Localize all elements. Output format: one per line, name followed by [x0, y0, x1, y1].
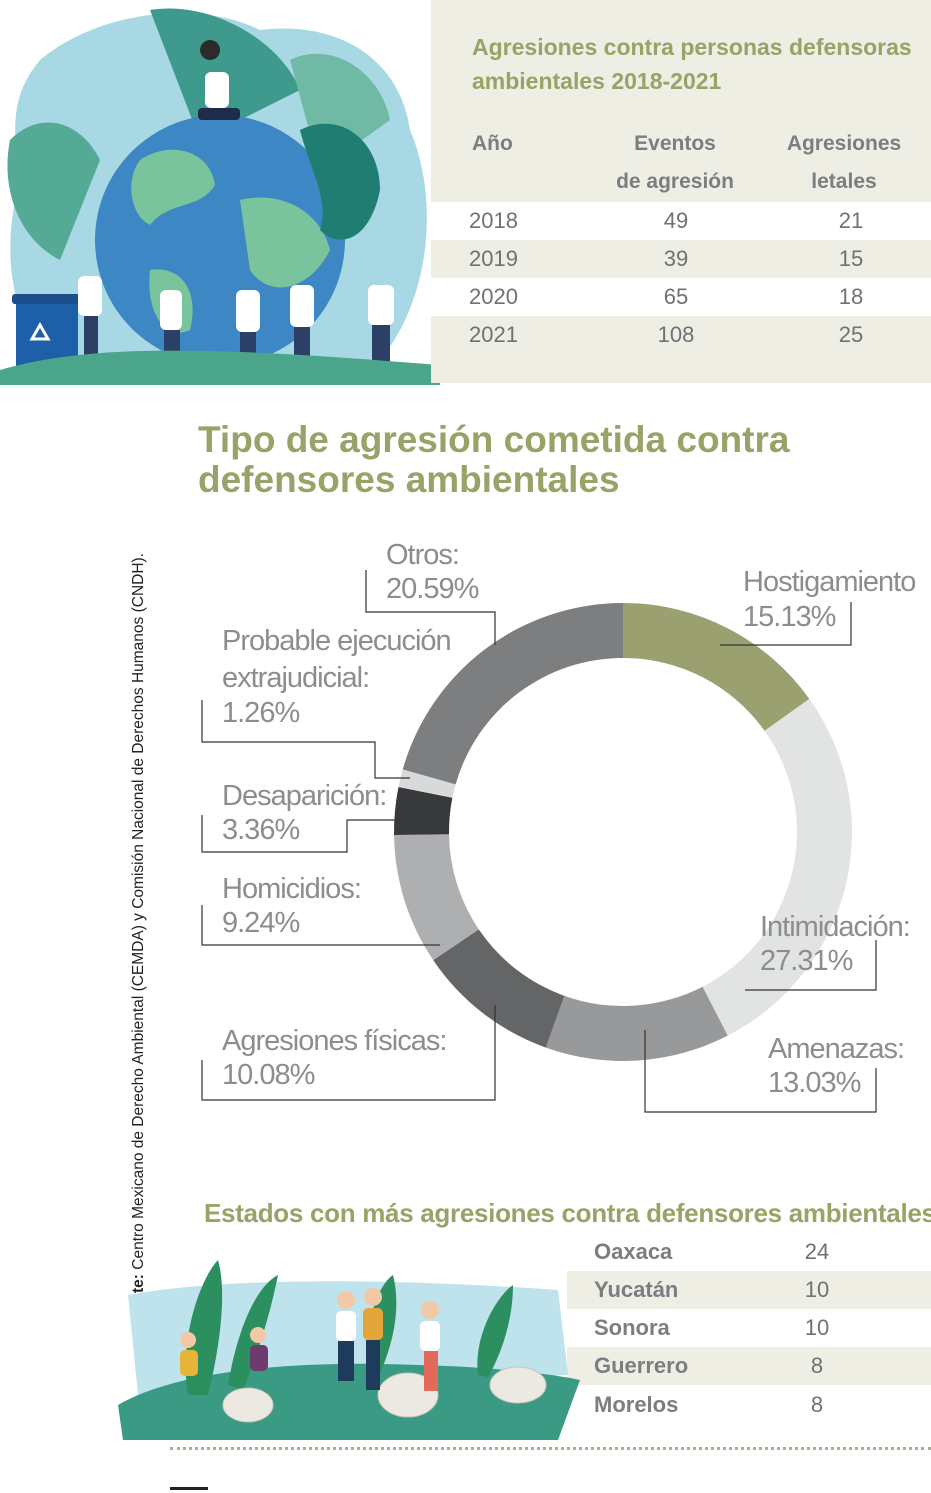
- value-ejecucion: 1.26%: [222, 697, 300, 729]
- row-year: 2020: [469, 284, 518, 309]
- state-name: Sonora: [594, 1315, 670, 1340]
- leader-line-otros: [365, 570, 496, 645]
- state-row: Oaxaca 24: [567, 1233, 931, 1271]
- table-row: 2018 49 21: [431, 202, 931, 240]
- table-title: Agresiones contra personas defensoras am…: [472, 34, 912, 94]
- states-title: Estados con más agresiones contra defens…: [204, 1198, 931, 1228]
- chart-title: Tipo de agresión cometida contra defenso…: [198, 420, 798, 500]
- row-lethal: 25: [838, 322, 864, 347]
- header-lethal-line2: letales: [811, 170, 877, 193]
- donut-slice-probable-ejecución: [398, 769, 456, 798]
- label-agresiones-fisicas: Agresiones físicas:: [222, 1025, 447, 1057]
- value-homicidios: 9.24%: [222, 907, 300, 939]
- donut-slice-agresiones-físicas: [433, 929, 565, 1048]
- state-value: 8: [810, 1392, 824, 1417]
- value-amenazas: 13.03%: [768, 1067, 861, 1099]
- table-row: 2020 65 18: [431, 278, 931, 316]
- donut-slice-otros: [402, 603, 623, 785]
- leader-line-intimidacion: [745, 940, 877, 991]
- state-value: 24: [804, 1239, 830, 1264]
- row-year: 2018: [469, 208, 518, 233]
- chart-title-text: Tipo de agresión cometida contra defenso…: [198, 419, 790, 500]
- leader-line-amenazas: [644, 1030, 877, 1113]
- label-intimidacion: Intimidación:: [760, 911, 911, 943]
- value-otros: 20.59%: [386, 573, 479, 605]
- donut-slice-homicidios: [394, 834, 479, 961]
- leader-line-agresiones-fisicas: [201, 1005, 496, 1101]
- source-text: Centro Mexicano de Derecho Ambiental (CE…: [130, 553, 147, 1275]
- source-note: Fuente: Centro Mexicano de Derecho Ambie…: [130, 553, 148, 1330]
- table-row: 2021 108 25: [431, 316, 931, 354]
- row-year: 2019: [469, 246, 518, 271]
- row-events: 49: [663, 208, 689, 233]
- cleanup-volunteers-illustration: [118, 1260, 580, 1440]
- state-name: Oaxaca: [594, 1239, 673, 1264]
- state-name: Morelos: [594, 1392, 679, 1417]
- state-row: Guerrero 8: [567, 1347, 931, 1385]
- value-desaparicion: 3.36%: [222, 814, 300, 846]
- donut-slice-amenazas: [545, 986, 728, 1061]
- header-events-line1: Eventos: [634, 132, 716, 155]
- state-value: 8: [810, 1353, 824, 1378]
- footer-bar: [170, 1487, 208, 1490]
- label-amenazas: Amenazas:: [768, 1033, 905, 1065]
- row-events: 108: [657, 322, 695, 347]
- header-lethal-line1: Agresiones: [786, 132, 902, 155]
- row-lethal: 18: [838, 284, 864, 309]
- donut-slice-intimidación: [702, 698, 852, 1036]
- table-row: 2019 39 15: [431, 240, 931, 278]
- state-value: 10: [804, 1315, 830, 1340]
- value-intimidacion: 27.31%: [760, 945, 853, 977]
- label-ejecucion-line1: Probable ejecución: [222, 625, 452, 657]
- dotted-divider: [170, 1447, 931, 1452]
- label-otros: Otros:: [386, 539, 460, 571]
- donut-slice-desaparición: [394, 786, 453, 836]
- leader-line-ejecucion: [201, 700, 410, 779]
- earth-volunteers-illustration: [0, 8, 440, 385]
- label-ejecucion-line2: extrajudicial:: [222, 662, 370, 694]
- state-name: Guerrero: [594, 1353, 689, 1378]
- label-homicidios: Homicidios:: [222, 873, 362, 905]
- leader-line-hostigamiento: [720, 602, 852, 646]
- state-row: Yucatán 10: [567, 1271, 931, 1309]
- state-row: Morelos 8: [567, 1386, 931, 1424]
- leader-line-desaparicion: [201, 815, 395, 853]
- value-agresiones-fisicas: 10.08%: [222, 1059, 315, 1091]
- label-desaparicion: Desaparición:: [222, 780, 387, 812]
- donut-slice-hostigamiento: [623, 603, 810, 731]
- state-row: Sonora 10: [567, 1309, 931, 1347]
- aggression-table-panel: [431, 0, 931, 383]
- header-year: Año: [472, 132, 513, 155]
- row-events: 39: [663, 246, 689, 271]
- row-events: 65: [663, 284, 689, 309]
- label-hostigamiento: Hostigamiento: [743, 566, 916, 598]
- state-name: Yucatán: [594, 1277, 679, 1302]
- state-value: 10: [804, 1277, 830, 1302]
- row-lethal: 21: [838, 208, 864, 233]
- row-lethal: 15: [838, 246, 864, 271]
- leader-line-homicidios: [201, 905, 440, 946]
- header-events-line2: de agresión: [616, 170, 734, 193]
- value-hostigamiento: 15.13%: [743, 601, 836, 633]
- row-year: 2021: [469, 322, 518, 347]
